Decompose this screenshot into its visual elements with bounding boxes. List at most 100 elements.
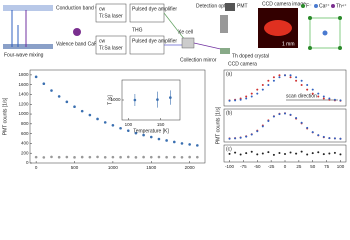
panel-label: (b) [226,110,232,116]
data-point [228,152,231,155]
data-point [256,92,259,95]
data-point [42,82,46,86]
data-point [103,155,107,159]
data-point [278,151,281,154]
label: CCD camera [228,61,257,67]
data-point [261,88,264,91]
beam [163,12,186,41]
data-point [156,98,159,101]
y-tick-label: 400 [21,141,29,146]
data-point [311,152,314,155]
data-point [300,79,303,82]
x-tick-label: 2000 [185,165,196,170]
data-point [111,155,115,159]
data-point [134,156,138,159]
data-point [80,109,84,113]
data-point [34,155,38,159]
x-tick-label: -75 [240,164,247,169]
y-tick-label: 600 [21,131,29,136]
crystal [220,48,230,54]
data-point [322,153,325,156]
data-point [245,97,248,100]
label: Conduction band CaF₂ [56,5,107,11]
data-point [261,84,264,87]
x-tick-label: 1000 [108,165,119,170]
data-point [142,133,145,137]
data-point [256,130,259,133]
xe-cell [181,37,195,49]
x-tick-label: 0 [284,164,287,169]
data-point [245,135,248,138]
data-point [317,95,320,98]
cell [309,17,341,49]
data-point [322,135,325,138]
data-point [228,137,231,140]
data-point [134,131,138,135]
data-point [295,79,298,82]
data-point [234,137,237,140]
data-point [245,152,248,155]
x-tick-label: 75 [324,164,330,169]
box [95,35,127,55]
data-point [245,95,248,98]
box [95,3,127,23]
data-point [267,120,270,122]
data-point [289,151,292,154]
legend-label: Th⁴⁺ [336,3,347,9]
data-point [57,155,61,159]
x-tick-label: 100 [125,122,133,127]
data-point [196,155,199,159]
data-point [57,95,61,98]
data-point [295,76,298,79]
ccd-spot [264,20,292,36]
data-point [188,155,191,159]
data-point [272,79,275,82]
data-point [73,105,76,109]
y-tick-label: 800 [21,121,29,126]
plot-frame [121,79,181,121]
data-point [333,137,336,140]
data-point [328,152,331,155]
data-point [165,155,168,159]
data-point [267,79,270,82]
data-point [261,125,264,128]
x-tick-label: 0 [35,165,38,170]
data-point [239,98,242,101]
data-point [142,155,145,159]
label: Ti:Sa laser [99,13,123,19]
data-point [306,126,309,129]
data-point [103,121,107,124]
data-point [88,113,92,117]
y-tick-label: 1600 [18,82,29,87]
data-point [172,140,176,144]
data-point [96,117,99,121]
band [3,5,53,11]
label: Four-wave mixing [4,52,44,58]
data-point [228,99,231,102]
data-point [267,151,270,154]
x-tick-label: 100 [337,164,345,169]
data-point [180,155,184,159]
data-point [126,155,130,159]
label: Pulsed dye amplifier [132,6,177,12]
data-point [278,74,281,77]
data-point [239,153,242,156]
data-point [284,74,286,77]
data-point [172,155,176,159]
data-point [311,131,314,134]
data-point [149,155,153,159]
data-point [188,143,191,146]
data-point [284,112,286,115]
data-point [234,99,237,102]
band [3,44,53,49]
x-tick-label: 1500 [146,165,157,170]
data-point [289,74,292,77]
data-point [272,115,275,118]
data-point [339,99,342,102]
data-point [278,113,281,116]
y-tick-label: 1000 [110,97,121,102]
label: Xe cell [178,29,193,35]
label: Ti:Sa laser [99,45,123,51]
data-point [73,156,76,159]
data-point [119,126,122,130]
